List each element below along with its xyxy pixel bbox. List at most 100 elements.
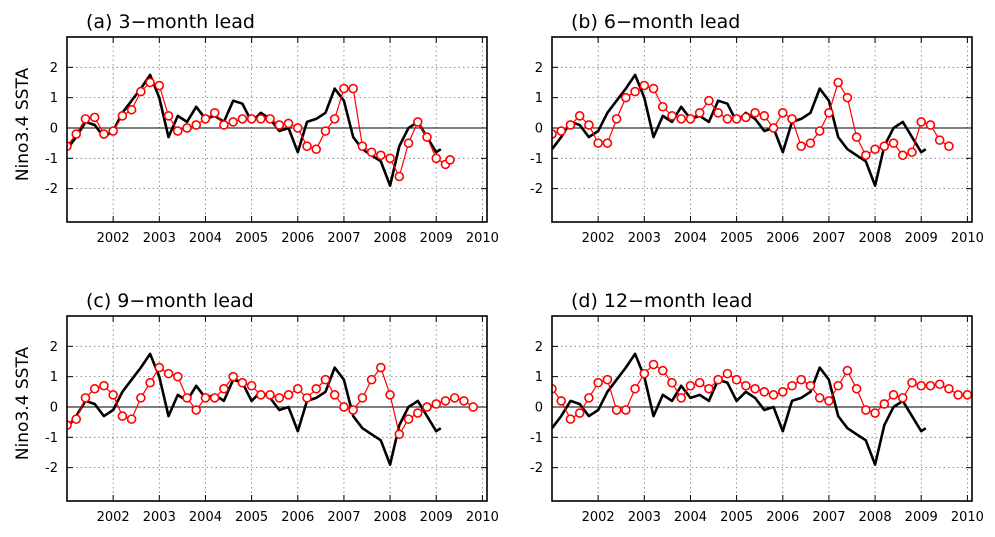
forecast-point <box>80 393 91 403</box>
forecast-point <box>71 129 82 139</box>
forecast-point <box>99 380 109 391</box>
forecast-point <box>136 86 146 97</box>
forecast-point <box>556 126 567 136</box>
forecast-point <box>274 393 285 403</box>
forecast-point <box>357 141 368 151</box>
forecast-point <box>870 408 880 418</box>
panel-b: 2 1 0 -1 -2 2002 2003 2004 2005 2006 2007 2008 2009 2… <box>530 11 984 246</box>
x-tick-label: 2004 <box>674 231 707 246</box>
y-tick-label: -1 <box>45 431 58 446</box>
forecast-point <box>552 383 557 394</box>
y-tick-label: -2 <box>45 182 58 197</box>
x-tick-label: 2002 <box>582 231 615 246</box>
forecast-point <box>593 377 603 388</box>
forecast-point <box>722 368 733 379</box>
y-tick-label: 1 <box>50 370 58 385</box>
forecast-point <box>292 383 303 394</box>
forecast-point <box>459 396 469 406</box>
panel-title: (b) 6−month lead <box>571 11 740 33</box>
forecast-point <box>145 377 155 388</box>
plot-frame <box>66 315 488 502</box>
x-tick-label: 2010 <box>466 510 499 525</box>
y-tick-label: 2 <box>50 61 58 76</box>
forecast-point <box>851 132 862 142</box>
forecast-point <box>431 153 442 164</box>
forecast-point <box>237 114 248 124</box>
forecast-point <box>694 377 705 388</box>
forecast-point <box>403 414 414 424</box>
x-tick-label: 2004 <box>674 510 707 525</box>
y-tick-label: -1 <box>530 431 543 446</box>
forecast-point <box>67 141 72 151</box>
forecast-point <box>209 108 220 118</box>
forecast-point <box>944 141 954 151</box>
forecast-point <box>704 383 714 394</box>
forecast-point <box>621 92 631 103</box>
forecast-point <box>648 83 659 94</box>
forecast-point <box>126 414 137 424</box>
forecast-point <box>851 383 862 394</box>
forecast-point <box>136 393 146 403</box>
forecast-point <box>209 393 220 403</box>
x-tick-label: 2003 <box>143 510 176 525</box>
forecast-point <box>145 77 155 88</box>
x-tick-label: 2009 <box>420 510 453 525</box>
forecast-point <box>200 393 211 403</box>
forecast-point <box>657 101 668 112</box>
forecast-point <box>833 77 843 88</box>
forecast-point <box>274 120 285 130</box>
forecast-point <box>431 399 442 409</box>
forecast-point <box>552 129 557 139</box>
forecast-point <box>228 371 238 382</box>
forecast-point <box>722 114 733 124</box>
forecast-point <box>796 141 807 151</box>
observed-line <box>552 73 927 187</box>
forecast-point <box>154 80 165 91</box>
panel-a: 2 1 0 -1 -2 2002 2003 2004 2005 2006 2007 2008 2009 2… <box>13 11 499 246</box>
y-tick-label: 0 <box>535 400 543 415</box>
forecast-point <box>302 393 312 403</box>
forecast-point <box>440 396 451 406</box>
forecast-point <box>657 365 668 376</box>
forecast-point <box>182 123 192 133</box>
forecast-point <box>787 114 797 124</box>
forecast-point <box>191 120 202 130</box>
x-tick-label: 2007 <box>327 231 360 246</box>
forecast-point <box>667 377 677 388</box>
x-tick-label: 2008 <box>859 510 892 525</box>
x-tick-label: 2010 <box>951 231 984 246</box>
forecast-point <box>934 379 945 390</box>
y-tick-label: 0 <box>50 400 58 415</box>
forecast-point <box>302 141 312 151</box>
observed-line <box>67 73 442 187</box>
forecast-point <box>422 132 432 142</box>
forecast-point <box>925 380 936 391</box>
forecast-point <box>283 118 294 129</box>
x-tick-label: 2008 <box>859 231 892 246</box>
forecast-point <box>630 383 640 394</box>
plot-frame <box>551 36 973 223</box>
x-tick-label: 2002 <box>582 510 615 525</box>
forecast-point <box>219 383 229 394</box>
forecast-point <box>805 138 816 148</box>
forecast-point <box>676 393 687 403</box>
forecast-point <box>339 402 349 412</box>
x-tick-label: 2007 <box>327 510 360 525</box>
x-tick-label: 2003 <box>628 231 661 246</box>
forecast-point <box>265 390 275 400</box>
forecast-point <box>565 414 576 424</box>
forecast-point <box>320 374 331 385</box>
panel-title: (c) 9−month lead <box>86 290 254 312</box>
forecast-point <box>602 374 613 385</box>
forecast-point <box>219 120 229 130</box>
forecast-point <box>704 95 714 106</box>
forecast-point <box>67 420 72 430</box>
forecast-point <box>556 396 567 406</box>
forecast-point <box>814 393 825 403</box>
forecast-point <box>593 138 603 148</box>
forecast-point <box>172 126 183 136</box>
forecast-point <box>584 120 594 130</box>
forecast-point <box>731 374 742 385</box>
forecast-point <box>246 380 257 391</box>
forecast-point <box>163 368 174 379</box>
